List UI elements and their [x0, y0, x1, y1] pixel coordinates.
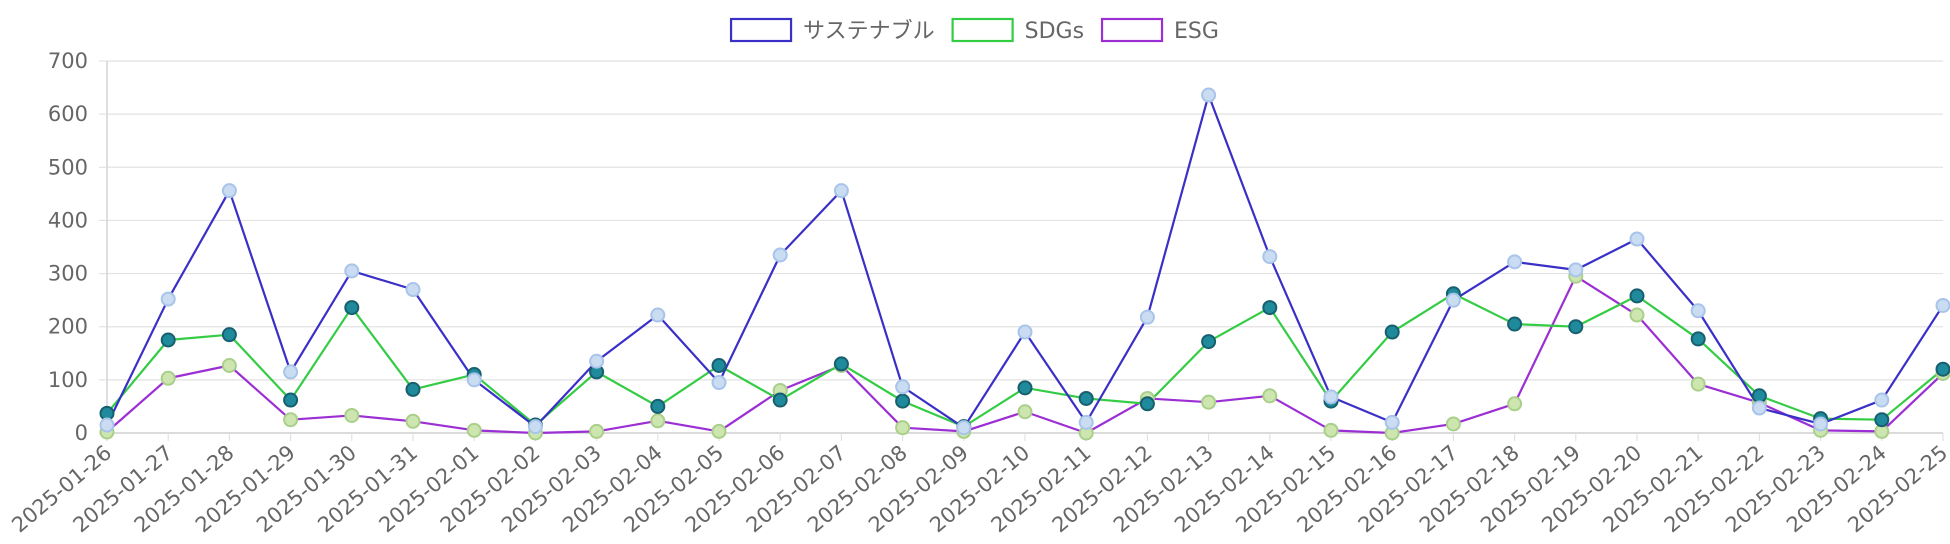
data-point-0-23[interactable] [1507, 254, 1523, 270]
data-point-2-1[interactable] [160, 370, 176, 386]
data-point-2-15[interactable] [1017, 404, 1033, 420]
data-point-2-22[interactable] [1445, 416, 1461, 432]
data-point-2-23[interactable] [1507, 396, 1523, 412]
y-tick-label: 200 [48, 315, 88, 339]
legend: サステナブル SDGs ESG [729, 17, 1219, 44]
data-point-1-26[interactable] [1690, 331, 1706, 347]
data-point-1-2[interactable] [221, 327, 237, 343]
data-point-1-18[interactable] [1201, 334, 1217, 350]
data-point-0-15[interactable] [1017, 324, 1033, 340]
data-point-2-4[interactable] [344, 407, 360, 423]
data-point-0-12[interactable] [833, 183, 849, 199]
data-point-0-5[interactable] [405, 282, 421, 298]
data-point-1-15[interactable] [1017, 380, 1033, 396]
data-point-0-25[interactable] [1629, 231, 1645, 247]
legend-item-0[interactable]: サステナブル [729, 17, 935, 44]
data-point-2-26[interactable] [1690, 376, 1706, 392]
data-point-0-6[interactable] [466, 372, 482, 388]
data-point-2-2[interactable] [221, 358, 237, 374]
legend-item-2[interactable]: ESG [1100, 17, 1219, 44]
legend-label: サステナブル [803, 19, 935, 44]
legend-label: SDGs [1025, 19, 1084, 44]
data-point-0-14[interactable] [956, 420, 972, 436]
data-point-1-16[interactable] [1078, 390, 1094, 406]
data-point-0-26[interactable] [1690, 303, 1706, 319]
data-point-0-22[interactable] [1445, 292, 1461, 308]
data-point-1-17[interactable] [1139, 396, 1155, 412]
y-tick-label: 400 [48, 208, 88, 232]
data-point-0-16[interactable] [1078, 414, 1094, 430]
data-point-2-20[interactable] [1323, 422, 1339, 438]
data-point-1-13[interactable] [895, 393, 911, 409]
data-point-0-19[interactable] [1262, 249, 1278, 265]
data-point-0-8[interactable] [589, 353, 605, 369]
data-point-1-19[interactable] [1262, 300, 1278, 316]
data-point-1-10[interactable] [711, 358, 727, 374]
data-point-1-23[interactable] [1507, 316, 1523, 332]
data-point-0-20[interactable] [1323, 389, 1339, 405]
series-line-0 [106, 93, 1944, 429]
data-point-1-5[interactable] [405, 381, 421, 397]
y-tick-label: 500 [48, 155, 88, 179]
data-point-1-3[interactable] [283, 392, 299, 408]
data-point-1-29[interactable] [1874, 412, 1890, 428]
x-axis: 2025-01-262025-01-272025-01-282025-01-29… [7, 433, 1950, 537]
data-point-1-30[interactable] [1935, 361, 1950, 377]
legend-item-1[interactable]: SDGs [951, 17, 1084, 44]
data-point-0-17[interactable] [1139, 309, 1155, 325]
data-point-0-7[interactable] [527, 419, 543, 435]
data-point-2-5[interactable] [405, 413, 421, 429]
data-point-2-6[interactable] [466, 422, 482, 438]
data-point-1-24[interactable] [1568, 319, 1584, 335]
y-tick-label: 600 [48, 102, 88, 126]
data-point-0-21[interactable] [1384, 414, 1400, 430]
data-point-1-4[interactable] [344, 300, 360, 316]
legend-swatch [1100, 17, 1164, 43]
data-point-0-2[interactable] [221, 183, 237, 199]
data-point-2-8[interactable] [589, 423, 605, 439]
y-axis: 0 100 200 300 400 500 600 700 [48, 49, 88, 445]
data-point-1-21[interactable] [1384, 324, 1400, 340]
legend-swatch [951, 17, 1014, 43]
data-point-0-0[interactable] [99, 417, 115, 433]
data-point-1-9[interactable] [650, 398, 666, 414]
data-point-1-11[interactable] [772, 392, 788, 408]
data-point-0-11[interactable] [772, 247, 788, 263]
data-point-2-18[interactable] [1201, 394, 1217, 410]
data-point-2-19[interactable] [1262, 388, 1278, 404]
y-tick-label: 100 [48, 368, 88, 392]
data-point-2-13[interactable] [895, 420, 911, 436]
data-point-0-28[interactable] [1813, 416, 1829, 432]
data-point-0-27[interactable] [1751, 400, 1767, 416]
y-tick-label: 700 [48, 49, 88, 73]
data-point-0-1[interactable] [160, 291, 176, 307]
data-point-2-25[interactable] [1629, 307, 1645, 323]
data-point-0-29[interactable] [1874, 392, 1890, 408]
data-point-0-24[interactable] [1568, 262, 1584, 278]
y-tick-label: 0 [75, 421, 88, 445]
data-point-0-13[interactable] [895, 379, 911, 395]
data-point-1-27[interactable] [1751, 388, 1767, 404]
data-point-0-4[interactable] [344, 263, 360, 279]
data-point-1-25[interactable] [1629, 288, 1645, 304]
data-point-2-9[interactable] [650, 413, 666, 429]
data-point-0-9[interactable] [650, 307, 666, 323]
data-point-0-3[interactable] [283, 364, 299, 380]
data-point-2-3[interactable] [283, 412, 299, 428]
data-point-0-10[interactable] [711, 375, 727, 391]
data-point-1-1[interactable] [160, 332, 176, 348]
data-point-2-10[interactable] [711, 423, 727, 439]
data-point-0-30[interactable] [1935, 297, 1950, 313]
data-point-1-12[interactable] [833, 356, 849, 372]
legend-swatch [729, 17, 793, 43]
y-tick-label: 300 [48, 262, 88, 286]
data-point-0-18[interactable] [1201, 87, 1217, 103]
series-markers [99, 87, 1950, 441]
legend-label: ESG [1174, 19, 1219, 44]
